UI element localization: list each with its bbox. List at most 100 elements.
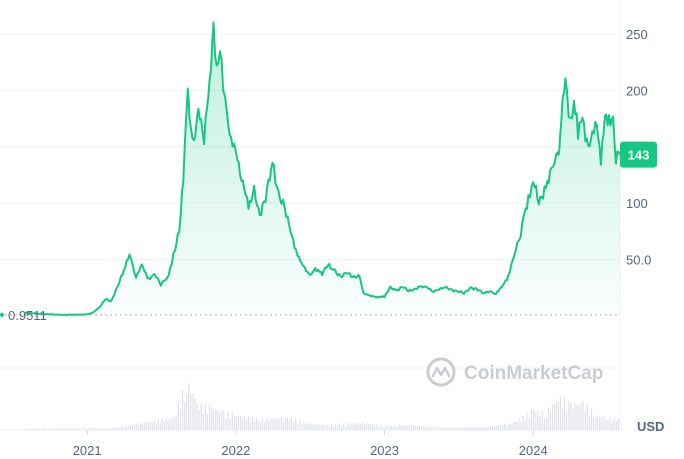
price-area <box>24 22 621 316</box>
volume-bar <box>125 425 127 430</box>
volume-bar <box>196 404 198 430</box>
x-axis: 2021 2022 2023 2024 <box>73 430 548 458</box>
volume-bar <box>498 425 500 430</box>
volume-bar <box>89 428 91 430</box>
volume-bar <box>301 424 303 430</box>
volume-bar <box>138 425 140 430</box>
volume-bar <box>211 406 213 430</box>
volume-bar <box>32 429 35 430</box>
volume-bar <box>561 407 564 430</box>
currency-unit-label: USD <box>637 419 664 434</box>
volume-bar <box>111 428 113 430</box>
volume-bar <box>288 420 291 430</box>
volume-bar <box>233 417 235 430</box>
volume-bar <box>437 426 439 430</box>
volume-bar <box>557 401 559 430</box>
volume-bar <box>145 422 148 430</box>
volume-bar <box>142 423 144 430</box>
volume-bar <box>601 417 603 430</box>
volume-bar <box>491 426 493 430</box>
volume-bar <box>155 423 157 430</box>
volume-bar <box>42 429 45 430</box>
volume-bar <box>131 425 134 430</box>
volume-bar <box>518 417 520 430</box>
volume-bar <box>545 417 548 430</box>
volume-bar <box>535 412 537 430</box>
volume-bar <box>147 422 150 430</box>
volume-bar <box>48 428 51 430</box>
volume-bar <box>219 412 221 430</box>
volume-bar <box>264 422 266 430</box>
volume-bar <box>305 423 307 430</box>
volume-bar <box>363 424 365 430</box>
volume-bar <box>221 410 223 430</box>
volume-bar <box>502 425 504 430</box>
volume-bar <box>418 425 421 430</box>
current-price-value: 143 <box>628 148 650 163</box>
volume-bar <box>123 427 125 430</box>
volume-bar <box>599 416 601 430</box>
volume-bar <box>613 417 615 430</box>
volume-bar <box>347 423 349 430</box>
volume-bar <box>336 425 339 430</box>
volume-bar <box>237 415 240 430</box>
volume-bar <box>24 429 26 430</box>
volume-bar <box>475 428 477 430</box>
y-tick-label: 200 <box>626 83 648 98</box>
volume-bar <box>443 427 445 430</box>
volume-bar <box>365 423 368 430</box>
volume-bar <box>200 402 202 430</box>
volume-bar <box>165 418 167 430</box>
volume-bar <box>143 422 146 430</box>
volume-bar <box>169 418 171 430</box>
volume-bar <box>204 403 206 430</box>
volume-bar <box>372 424 374 430</box>
y-tick-label: 250 <box>626 27 648 42</box>
volume-bar <box>530 409 533 430</box>
volume-bar <box>95 428 97 430</box>
volume-bar <box>479 427 481 430</box>
volume-bar <box>101 427 103 430</box>
volume-bar <box>284 417 286 430</box>
volume-bar <box>319 424 321 430</box>
volume-bar <box>113 427 115 430</box>
volume-bar <box>597 414 599 430</box>
volume-bar <box>249 422 252 430</box>
volume-bar <box>313 423 315 430</box>
volume-bar <box>396 426 398 430</box>
volume-bar <box>433 426 435 430</box>
volume-bar <box>421 426 423 430</box>
volume-bar <box>605 419 607 430</box>
volume-bar <box>471 428 474 430</box>
volume-bar <box>182 389 184 430</box>
volume-bar <box>423 425 425 430</box>
volume-bar <box>351 422 353 430</box>
volume-bar <box>441 426 443 430</box>
volume-bar <box>63 428 65 430</box>
volume-bar <box>485 426 487 430</box>
volume-bar <box>374 425 376 430</box>
volume-bar <box>53 428 55 430</box>
volume-bar <box>121 425 123 430</box>
current-price-badge: 143 <box>620 141 657 168</box>
volume-bar <box>229 418 231 430</box>
volume-bar <box>67 428 69 430</box>
volume-bar <box>487 427 489 430</box>
volume-bar <box>462 427 464 430</box>
volume-bar <box>429 427 431 430</box>
volume-bar <box>177 403 179 430</box>
volume-bar <box>140 422 142 430</box>
volume-bar <box>38 428 41 430</box>
volume-bar <box>153 420 155 430</box>
volume-bar <box>528 418 530 430</box>
volume-bar <box>555 401 557 430</box>
volume-bar <box>105 427 107 430</box>
volume-bar <box>34 428 37 430</box>
volume-bar <box>345 426 347 430</box>
volume-bar <box>167 419 169 430</box>
volume-bar <box>439 428 441 430</box>
volume-bar <box>297 424 299 430</box>
volume-bar <box>574 403 576 430</box>
volume-bars <box>24 383 620 430</box>
volume-bar <box>382 427 384 430</box>
